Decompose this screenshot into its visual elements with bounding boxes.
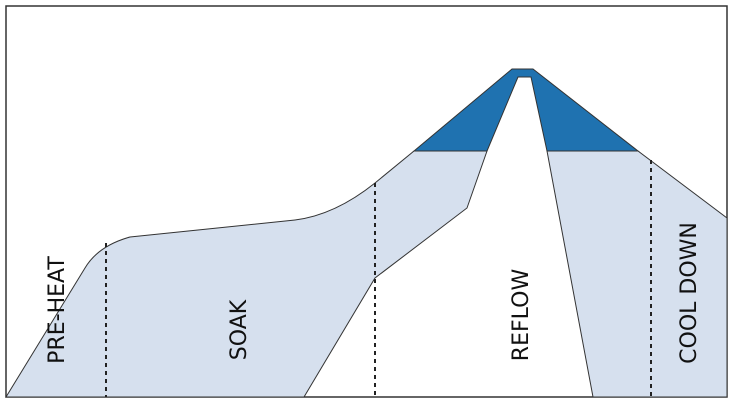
phase-label: COOL DOWN xyxy=(677,222,702,364)
phase-label: SOAK xyxy=(227,299,252,360)
peak-zone xyxy=(412,68,640,152)
phase-label: PRE-HEAT xyxy=(45,256,70,364)
phase-label: REFLOW xyxy=(509,269,534,362)
